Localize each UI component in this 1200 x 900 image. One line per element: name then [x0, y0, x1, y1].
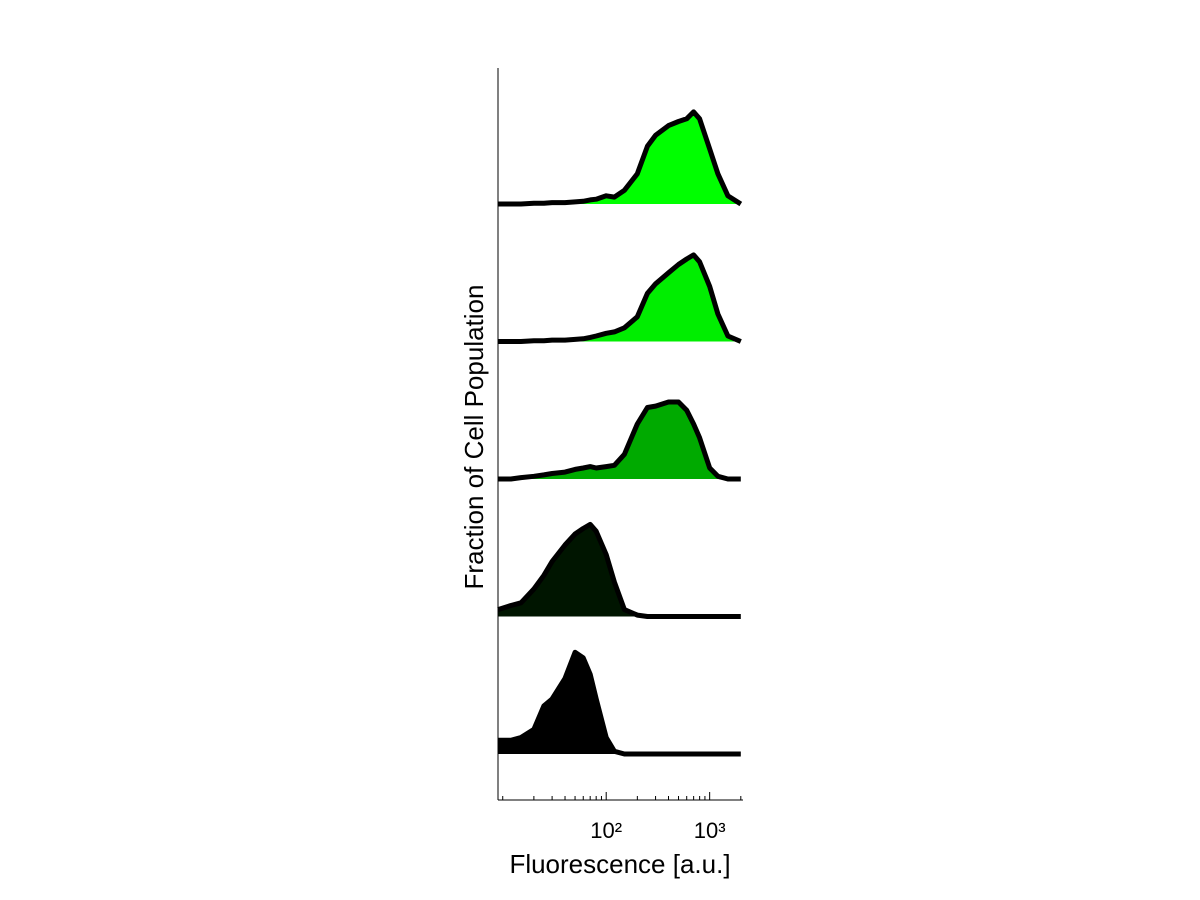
y-axis-label: Fraction of Cell Population [459, 285, 489, 590]
area-fill [498, 254, 741, 342]
x-tick-label: 10² [590, 818, 622, 843]
area-fill [498, 524, 741, 617]
histogram-line [498, 109, 743, 207]
x-axis-label: Fluorescence [a.u.] [509, 849, 730, 879]
histogram-line [498, 399, 741, 482]
histogram-line [498, 649, 741, 757]
area-fill [498, 652, 741, 754]
histogram-line [497, 521, 741, 619]
histogram-line [498, 252, 742, 344]
area-fill [498, 111, 741, 204]
x-tick-label: 10³ [694, 818, 726, 843]
area-fill [498, 402, 741, 479]
